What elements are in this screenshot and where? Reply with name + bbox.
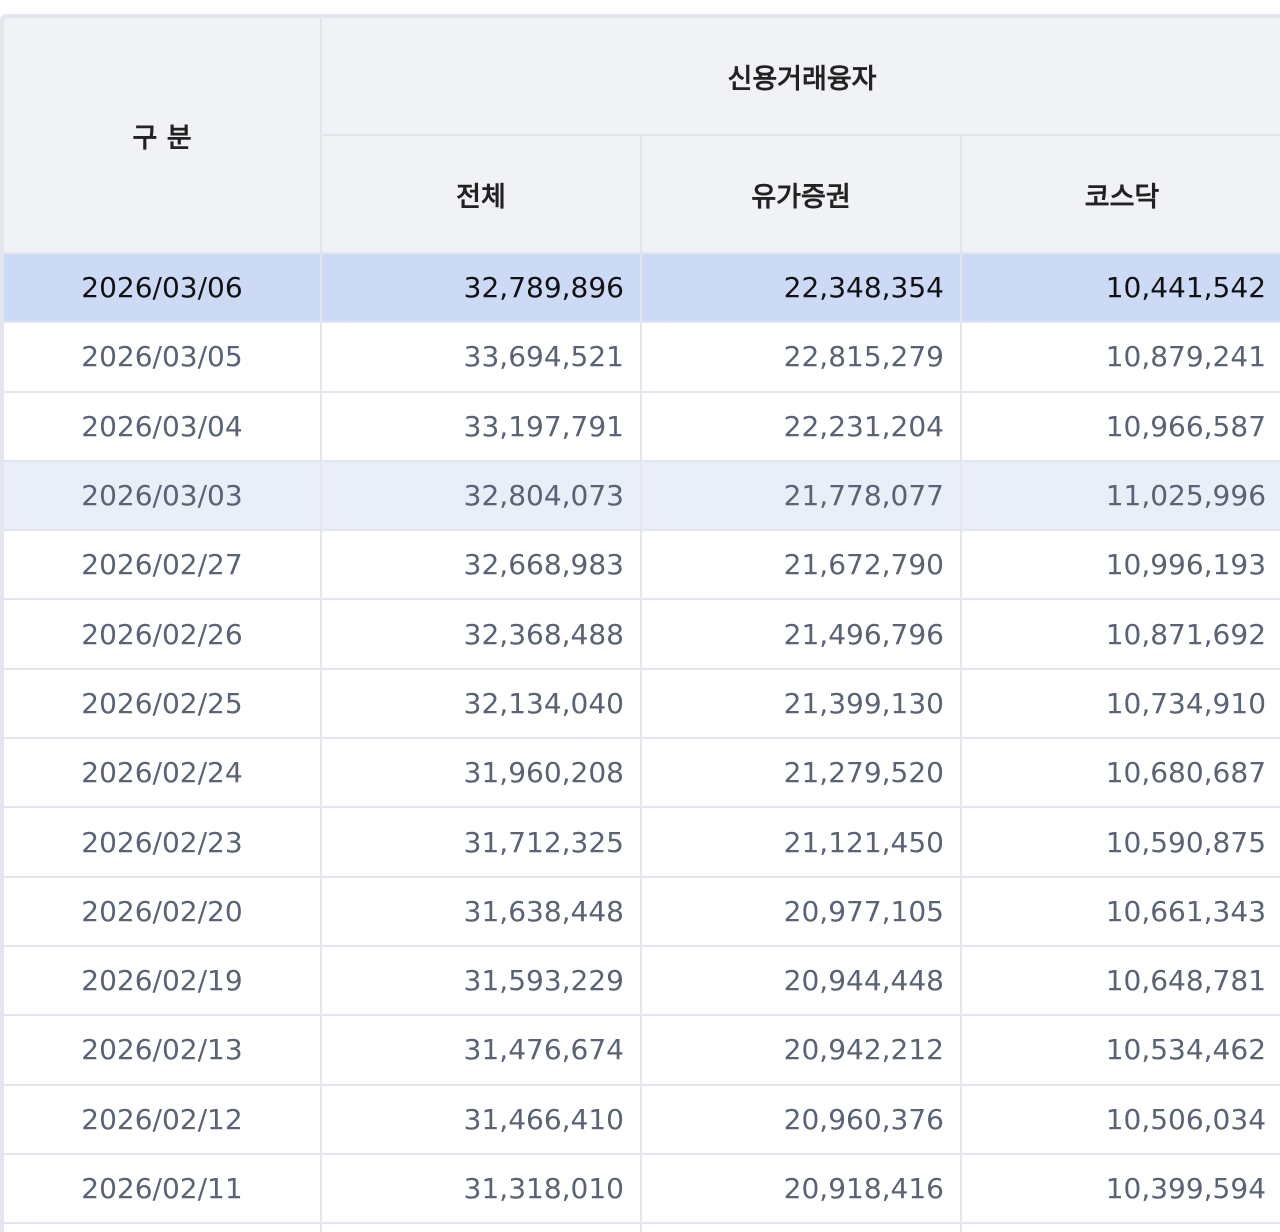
table-row[interactable]: 2026/02/26 32,368,488 21,496,796 10,871,… bbox=[2, 598, 1280, 670]
table-row[interactable]: 2026/02/19 31,593,229 20,944,448 10,648,… bbox=[2, 944, 1280, 1017]
date-cell: 2026/02/11 bbox=[2, 1152, 322, 1225]
kospi-cell: 21,496,796 bbox=[640, 598, 962, 670]
table-row[interactable]: 2026/02/25 32,134,040 21,399,130 10,734,… bbox=[2, 667, 1280, 740]
date-cell: 2026/02/26 bbox=[2, 598, 322, 670]
table-row[interactable]: 2026/03/05 33,694,521 22,815,279 10,879,… bbox=[2, 321, 1280, 393]
table-row[interactable]: 2026/02/12 31,466,410 20,960,376 10,506,… bbox=[2, 1083, 1280, 1155]
kosdaq-cell: 10,734,910 bbox=[959, 667, 1280, 740]
total-cell: 33,197,791 bbox=[320, 390, 642, 462]
kospi-cell: 20,944,448 bbox=[640, 944, 962, 1017]
kospi-cell: 20,977,105 bbox=[640, 875, 962, 947]
kosdaq-cell: 10,648,781 bbox=[959, 944, 1280, 1017]
kospi-cell: 20,918,416 bbox=[640, 1152, 962, 1225]
kosdaq-cell: 10,534,462 bbox=[959, 1014, 1280, 1086]
kosdaq-cell: 10,661,343 bbox=[959, 875, 1280, 947]
kosdaq-cell: 10,441,542 bbox=[959, 251, 1280, 324]
kosdaq-cell: 10,966,587 bbox=[959, 390, 1280, 462]
column-header-kospi: 유가증권 bbox=[640, 134, 962, 254]
kospi-cell: 22,231,204 bbox=[640, 390, 962, 462]
credit-loan-table: 구 분 신용거래융자 전체 유가증권 코스닥 2026/03/06 32,789… bbox=[2, 16, 1280, 1232]
date-cell: 2026/02/20 bbox=[2, 875, 322, 947]
kospi-cell: 22,815,279 bbox=[640, 321, 962, 393]
kospi-cell: 20,942,212 bbox=[640, 1014, 962, 1086]
kospi-cell: 21,778,077 bbox=[640, 459, 962, 532]
total-cell: 32,668,983 bbox=[320, 529, 642, 601]
table-row-partial bbox=[2, 1222, 1280, 1232]
kosdaq-cell: 10,590,875 bbox=[959, 806, 1280, 878]
total-cell: 31,476,674 bbox=[320, 1014, 642, 1086]
kosdaq-cell: 10,506,034 bbox=[959, 1083, 1280, 1155]
total-cell: 31,466,410 bbox=[320, 1083, 642, 1155]
credit-loan-table-container: 구 분 신용거래융자 전체 유가증권 코스닥 2026/03/06 32,789… bbox=[0, 14, 1280, 1232]
table-row[interactable]: 2026/03/04 33,197,791 22,231,204 10,966,… bbox=[2, 390, 1280, 462]
empty-cell bbox=[320, 1222, 642, 1232]
kospi-cell: 21,121,450 bbox=[640, 806, 962, 878]
table-row[interactable]: 2026/02/13 31,476,674 20,942,212 10,534,… bbox=[2, 1014, 1280, 1086]
date-cell: 2026/03/05 bbox=[2, 321, 322, 393]
table-row[interactable]: 2026/03/03 32,804,073 21,778,077 11,025,… bbox=[2, 459, 1280, 532]
date-cell: 2026/02/23 bbox=[2, 806, 322, 878]
total-cell: 32,134,040 bbox=[320, 667, 642, 740]
table-row[interactable]: 2026/02/23 31,712,325 21,121,450 10,590,… bbox=[2, 806, 1280, 878]
kosdaq-cell: 10,879,241 bbox=[959, 321, 1280, 393]
table-row[interactable]: 2026/03/06 32,789,896 22,348,354 10,441,… bbox=[2, 251, 1280, 324]
column-header-total: 전체 bbox=[320, 134, 642, 254]
total-cell: 31,638,448 bbox=[320, 875, 642, 947]
kospi-cell: 21,399,130 bbox=[640, 667, 962, 740]
total-cell: 31,593,229 bbox=[320, 944, 642, 1017]
date-cell: 2026/02/13 bbox=[2, 1014, 322, 1086]
total-cell: 32,804,073 bbox=[320, 459, 642, 532]
date-cell: 2026/03/06 bbox=[2, 251, 322, 324]
date-cell: 2026/03/03 bbox=[2, 459, 322, 532]
kospi-cell: 20,960,376 bbox=[640, 1083, 962, 1155]
kospi-cell: 21,279,520 bbox=[640, 737, 962, 809]
kosdaq-cell: 10,996,193 bbox=[959, 529, 1280, 601]
kosdaq-cell: 10,399,594 bbox=[959, 1152, 1280, 1225]
category-header: 구 분 bbox=[2, 16, 322, 254]
date-cell: 2026/02/25 bbox=[2, 667, 322, 740]
kosdaq-cell: 10,871,692 bbox=[959, 598, 1280, 670]
group-header-credit-loan: 신용거래융자 bbox=[319, 16, 1280, 136]
total-cell: 32,789,896 bbox=[320, 251, 642, 324]
total-cell: 32,368,488 bbox=[320, 598, 642, 670]
total-cell: 31,318,010 bbox=[320, 1152, 642, 1225]
date-cell: 2026/02/19 bbox=[2, 944, 322, 1017]
table-header: 구 분 신용거래융자 전체 유가증권 코스닥 bbox=[2, 16, 1280, 254]
date-cell: 2026/02/24 bbox=[2, 737, 322, 809]
kosdaq-cell: 10,680,687 bbox=[959, 737, 1280, 809]
total-cell: 31,712,325 bbox=[320, 806, 642, 878]
column-header-kosdaq: 코스닥 bbox=[959, 134, 1280, 254]
date-cell: 2026/03/04 bbox=[2, 390, 322, 462]
total-cell: 31,960,208 bbox=[320, 737, 642, 809]
kospi-cell: 21,672,790 bbox=[640, 529, 962, 601]
empty-cell bbox=[640, 1222, 962, 1232]
kospi-cell: 22,348,354 bbox=[640, 251, 962, 324]
table-row[interactable]: 2026/02/27 32,668,983 21,672,790 10,996,… bbox=[2, 529, 1280, 601]
table-row[interactable]: 2026/02/24 31,960,208 21,279,520 10,680,… bbox=[2, 737, 1280, 809]
date-cell: 2026/02/27 bbox=[2, 529, 322, 601]
total-cell: 33,694,521 bbox=[320, 321, 642, 393]
date-cell: 2026/02/12 bbox=[2, 1083, 322, 1155]
table-body: 2026/03/06 32,789,896 22,348,354 10,441,… bbox=[2, 251, 1280, 1232]
kosdaq-cell: 11,025,996 bbox=[959, 459, 1280, 532]
table-row[interactable]: 2026/02/20 31,638,448 20,977,105 10,661,… bbox=[2, 875, 1280, 947]
empty-cell bbox=[2, 1222, 322, 1232]
table-row[interactable]: 2026/02/11 31,318,010 20,918,416 10,399,… bbox=[2, 1152, 1280, 1225]
empty-cell bbox=[959, 1222, 1280, 1232]
